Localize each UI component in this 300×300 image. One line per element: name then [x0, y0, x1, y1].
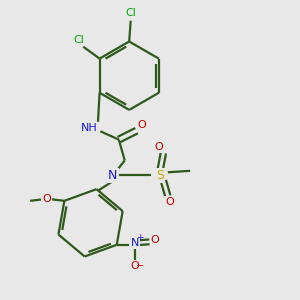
- Text: O: O: [42, 194, 51, 204]
- Text: Cl: Cl: [74, 35, 84, 45]
- Text: N: N: [130, 238, 139, 248]
- Text: −: −: [136, 261, 144, 271]
- Text: O: O: [138, 120, 146, 130]
- Text: S: S: [156, 169, 164, 182]
- Text: O: O: [130, 262, 139, 272]
- Text: +: +: [136, 233, 143, 242]
- Text: O: O: [150, 235, 159, 245]
- Text: Cl: Cl: [125, 8, 136, 18]
- Text: N: N: [108, 169, 118, 182]
- Text: O: O: [154, 142, 163, 152]
- Text: NH: NH: [81, 123, 98, 133]
- Text: O: O: [165, 197, 174, 207]
